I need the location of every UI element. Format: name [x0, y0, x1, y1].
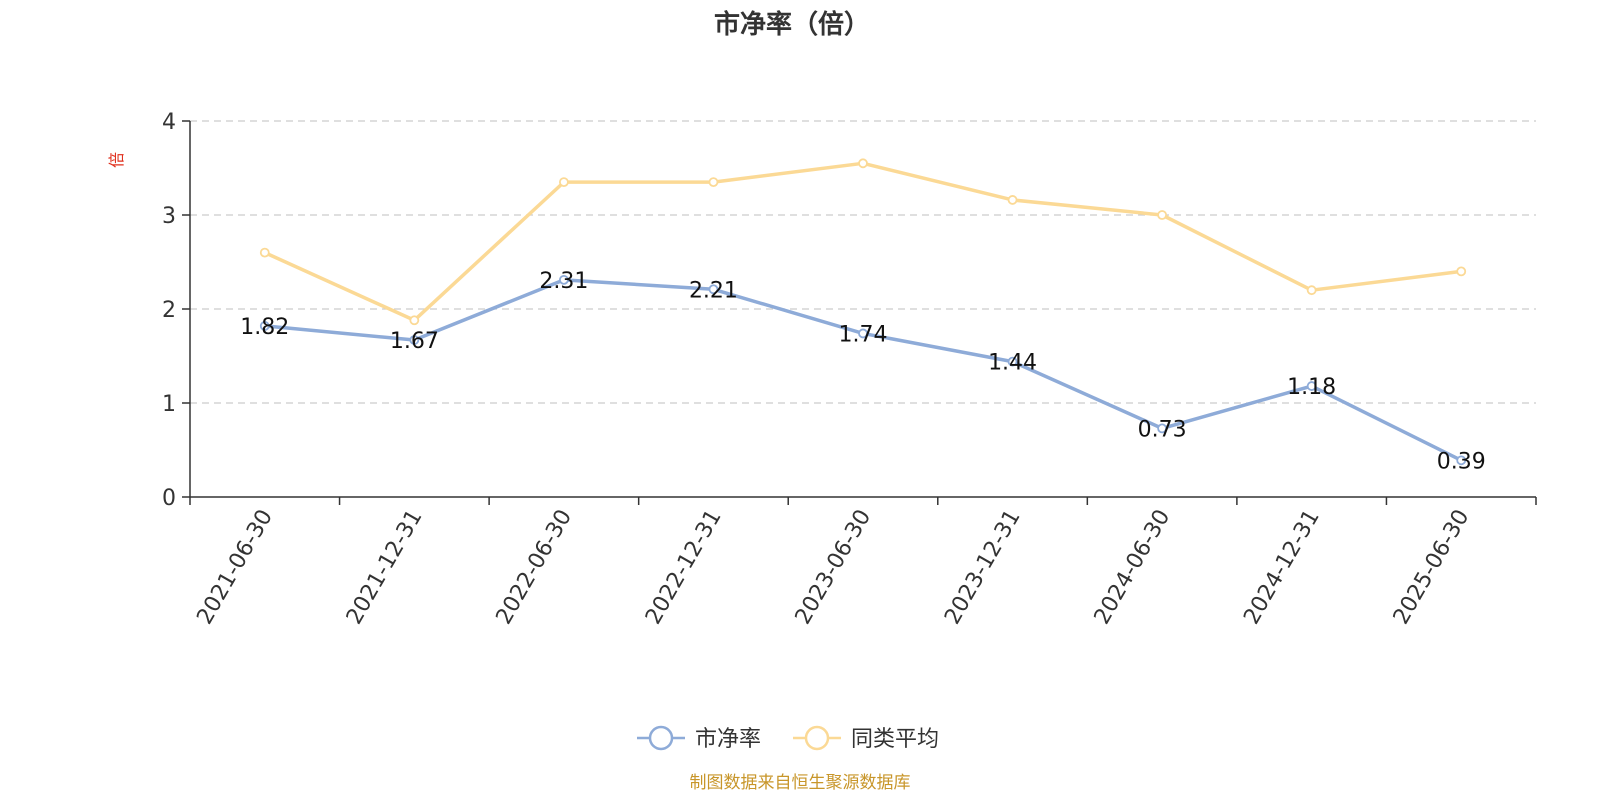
y-tick-label: 4: [162, 110, 176, 135]
series-line-1: [263, 161, 1463, 323]
data-point[interactable]: [1306, 285, 1317, 296]
legend-label: 同类平均: [851, 727, 939, 752]
x-tick-label: 2023-12-31: [940, 506, 1026, 629]
series-lines: [259, 158, 1467, 466]
x-tick-label: 2021-06-30: [192, 506, 278, 629]
x-tick-label: 2025-06-30: [1389, 506, 1475, 629]
data-label: 1.74: [839, 322, 888, 347]
legend-label: 市净率: [695, 727, 761, 752]
data-point[interactable]: [1157, 423, 1168, 434]
data-point[interactable]: [1157, 210, 1168, 220]
legend[interactable]: 市净率 同类平均: [637, 725, 939, 752]
y-tick-label: 3: [162, 204, 176, 229]
chart-title: 市净率（倍）: [714, 9, 870, 40]
y-tick-label: 2: [162, 298, 176, 323]
data-point[interactable]: [1306, 381, 1317, 391]
data-point[interactable]: [259, 247, 270, 258]
x-tick-label: 2021-12-31: [342, 506, 428, 629]
data-point[interactable]: [1007, 356, 1018, 367]
data-point[interactable]: [409, 315, 420, 326]
y-tick-label: 1: [162, 392, 176, 417]
data-point[interactable]: [558, 274, 569, 285]
data-source-note: 制图数据来自恒生聚源数据库: [690, 773, 911, 793]
x-tick-label: 2024-12-31: [1239, 506, 1325, 629]
data-point[interactable]: [409, 335, 420, 345]
x-tick-label: 2024-06-30: [1090, 506, 1176, 629]
x-tick-label: 2023-06-30: [791, 506, 877, 629]
data-label: 2.31: [539, 269, 588, 294]
x-tick-label: 2022-06-30: [492, 506, 578, 629]
data-point[interactable]: [708, 284, 719, 295]
data-point[interactable]: [1007, 195, 1018, 205]
data-label: 2.21: [689, 278, 738, 303]
data-point[interactable]: [558, 177, 569, 188]
data-point[interactable]: [708, 177, 719, 188]
data-point[interactable]: [858, 328, 868, 339]
data-labels: 1.82 1.67 2.31 2.21 1.74 1.44 0.73 1.18 0.39: [240, 269, 1485, 474]
axes: 0 1 2 3 4 2021-06-30 2021-12-31 2022-06-30 2022-…: [162, 110, 1537, 629]
data-label: 0.73: [1138, 417, 1187, 442]
legend-item-1[interactable]: 同类平均: [793, 725, 939, 752]
data-point[interactable]: [858, 158, 868, 169]
data-label: 1.18: [1287, 375, 1336, 400]
y-tick-label: 0: [162, 486, 176, 511]
x-tick-label: 2022-12-31: [641, 506, 727, 629]
legend-item-0[interactable]: 市净率: [637, 725, 761, 752]
data-label: 1.44: [988, 351, 1037, 376]
legend-marker-icon: [648, 725, 674, 751]
grid-lines: [190, 120, 1536, 404]
data-point[interactable]: [1456, 266, 1467, 277]
data-label: 1.82: [240, 315, 289, 340]
data-label: 1.67: [390, 329, 439, 354]
data-point[interactable]: [1456, 455, 1467, 466]
legend-marker-icon: [804, 725, 830, 751]
data-point[interactable]: [259, 321, 270, 331]
series-line-0: [263, 278, 1463, 463]
data-label: 0.39: [1437, 449, 1486, 474]
y-axis-label: 倍: [107, 152, 126, 168]
